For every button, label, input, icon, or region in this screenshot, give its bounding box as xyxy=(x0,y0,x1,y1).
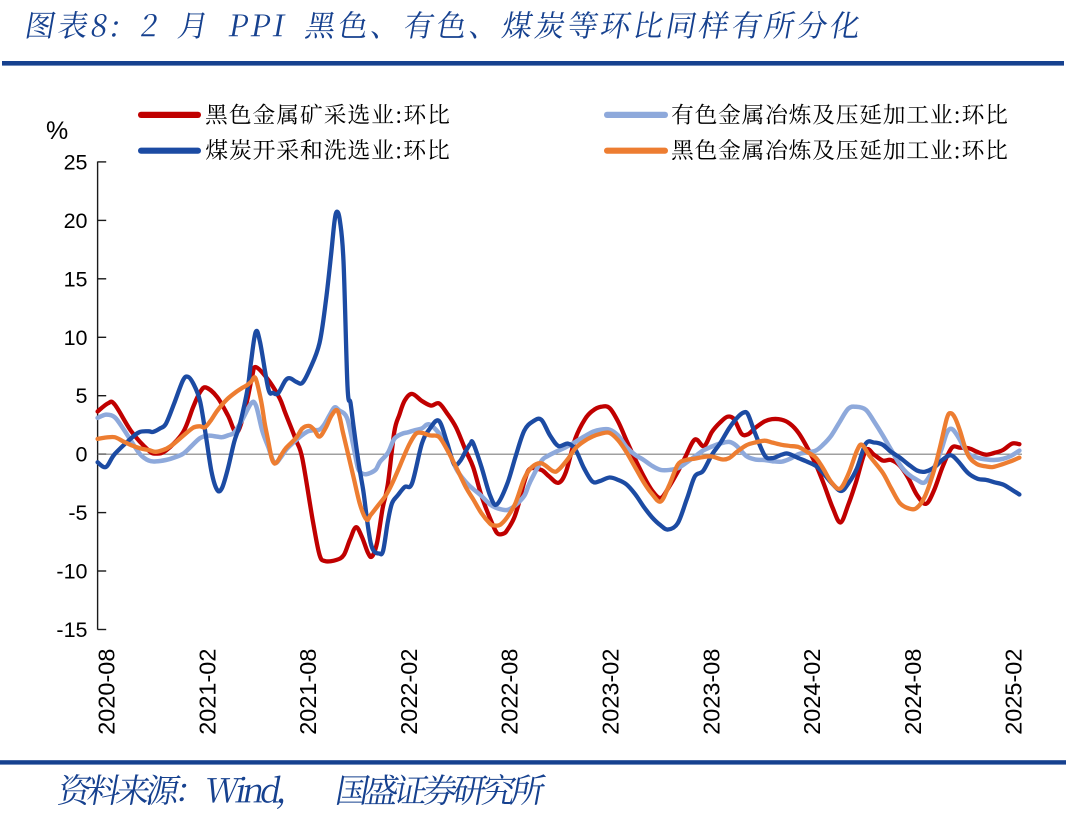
svg-text:2024-08: 2024-08 xyxy=(900,649,926,735)
svg-text:2025-02: 2025-02 xyxy=(1001,649,1027,735)
svg-text:0: 0 xyxy=(76,443,88,467)
svg-text:2021-02: 2021-02 xyxy=(194,649,220,735)
svg-text:-15: -15 xyxy=(56,618,87,642)
svg-text:2022-02: 2022-02 xyxy=(396,649,422,735)
svg-text:2021-08: 2021-08 xyxy=(295,649,321,735)
svg-text:20: 20 xyxy=(64,209,88,233)
svg-text:-10: -10 xyxy=(56,560,87,584)
svg-text:5: 5 xyxy=(76,384,88,408)
svg-text:2024-02: 2024-02 xyxy=(799,649,825,735)
svg-text:2023-02: 2023-02 xyxy=(598,649,624,735)
svg-text:15: 15 xyxy=(64,267,88,291)
svg-text:2020-08: 2020-08 xyxy=(94,649,120,735)
svg-text:2023-08: 2023-08 xyxy=(698,649,724,735)
svg-text:25: 25 xyxy=(64,150,88,174)
svg-text:10: 10 xyxy=(64,326,88,350)
svg-text:%: % xyxy=(46,117,68,145)
svg-text:2022-08: 2022-08 xyxy=(497,649,523,735)
svg-text:-5: -5 xyxy=(68,501,87,525)
